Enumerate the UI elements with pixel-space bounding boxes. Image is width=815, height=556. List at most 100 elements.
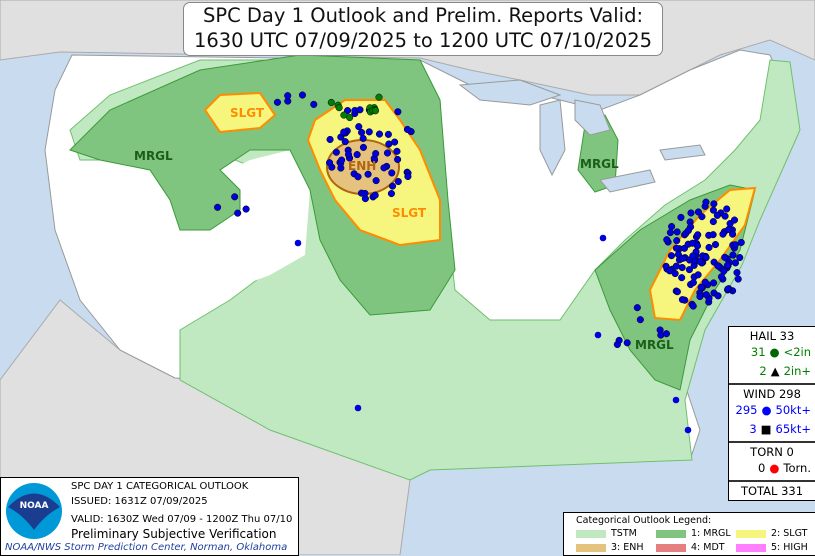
report-marker xyxy=(725,225,733,233)
report-marker xyxy=(372,150,380,158)
issued-time: ISSUED: 1631Z 07/09/2025 xyxy=(71,496,208,507)
white-nw-gap xyxy=(180,150,310,290)
report-marker xyxy=(355,123,363,131)
report-marker xyxy=(723,205,731,213)
report-marker xyxy=(636,316,644,324)
report-marker xyxy=(326,135,334,144)
map-title: SPC Day 1 Outlook and Prelim. Reports Va… xyxy=(183,2,663,56)
report-marker xyxy=(696,292,704,301)
report-marker xyxy=(335,104,343,112)
report-marker xyxy=(388,182,397,190)
report-marker xyxy=(684,426,692,434)
report-marker xyxy=(371,191,379,199)
total-reports: TOTAL 331 xyxy=(740,484,804,498)
report-marker xyxy=(623,339,631,347)
hail-header: HAIL 33 xyxy=(749,329,795,343)
report-marker xyxy=(673,288,681,296)
report-marker xyxy=(353,151,361,159)
report-marker xyxy=(354,404,362,412)
report-marker xyxy=(721,212,729,220)
report-marker xyxy=(672,396,680,404)
wind-section: WIND 298 295 ● 50kt+ 3 ■ 65kt+ xyxy=(729,385,815,443)
report-marker xyxy=(394,155,402,164)
report-marker xyxy=(731,259,740,267)
report-marker xyxy=(391,138,399,146)
triangle-icon: ▲ xyxy=(770,364,780,378)
report-stats: HAIL 33 31 ● <2in 2 ▲ 2in+ WIND 298 295 ● 50kt… xyxy=(728,326,815,501)
report-marker xyxy=(677,213,685,221)
report-marker xyxy=(338,156,346,164)
report-marker xyxy=(673,228,681,236)
report-marker xyxy=(361,195,369,203)
report-marker xyxy=(273,98,282,106)
report-marker xyxy=(384,130,392,138)
report-marker xyxy=(698,213,706,221)
report-marker xyxy=(294,239,302,247)
report-marker xyxy=(724,285,732,293)
report-marker xyxy=(383,149,392,157)
label-mrgl-nw: MRGL xyxy=(134,149,173,163)
report-marker xyxy=(684,226,692,235)
report-marker xyxy=(387,190,395,198)
report-marker xyxy=(663,236,671,244)
valid-time: VALID: 1630Z Wed 07/09 - 1200Z Thu 07/10 xyxy=(71,514,293,525)
report-marker xyxy=(310,100,318,108)
report-marker xyxy=(214,203,222,211)
report-marker xyxy=(729,230,737,238)
report-marker xyxy=(734,275,742,283)
report-marker xyxy=(393,147,401,155)
report-marker xyxy=(594,331,602,339)
report-marker xyxy=(332,148,340,156)
report-marker xyxy=(284,92,292,100)
report-marker xyxy=(372,177,380,185)
report-marker xyxy=(380,164,388,172)
report-marker xyxy=(701,278,709,286)
report-marker xyxy=(365,128,373,136)
report-marker xyxy=(671,269,679,278)
report-marker xyxy=(394,108,402,116)
credit-line: NOAA/NWS Storm Prediction Center, Norman… xyxy=(5,542,288,553)
report-marker xyxy=(717,273,725,281)
report-marker xyxy=(678,296,686,304)
report-marker xyxy=(711,240,720,249)
report-marker xyxy=(356,106,364,114)
report-marker xyxy=(613,340,621,349)
legend-slgt: 2: SLGT xyxy=(736,528,807,539)
legend-mdt: 4: MDT xyxy=(656,542,725,553)
legend-high: 5: HIGH xyxy=(736,542,808,553)
report-marker xyxy=(375,130,384,138)
legend-title: Categorical Outlook Legend: xyxy=(576,515,712,526)
blue-dot-icon: ● xyxy=(761,403,772,417)
report-marker xyxy=(689,252,697,260)
report-marker xyxy=(242,205,250,213)
label-slgt-central: SLGT xyxy=(392,206,427,220)
report-marker xyxy=(666,229,674,237)
report-marker xyxy=(668,222,676,231)
noaa-logo: NOAA xyxy=(6,483,62,539)
report-marker xyxy=(688,239,697,247)
report-marker xyxy=(710,279,718,287)
report-marker xyxy=(388,169,396,177)
report-marker xyxy=(667,252,676,260)
outlook-name: SPC DAY 1 CATEGORICAL OUTLOOK xyxy=(71,481,249,492)
report-marker xyxy=(672,262,680,270)
report-marker xyxy=(354,173,362,181)
report-marker xyxy=(730,216,739,224)
report-marker xyxy=(341,138,349,146)
report-marker xyxy=(689,279,697,287)
report-marker xyxy=(231,193,239,201)
report-marker xyxy=(359,134,367,142)
red-dot-icon: ● xyxy=(769,461,780,475)
label-enh: ENH xyxy=(348,159,376,173)
wind-header: WIND 298 xyxy=(743,387,801,401)
label-mrgl-se: MRGL xyxy=(635,338,674,352)
report-marker xyxy=(714,262,722,270)
torn-section: TORN 0 0 ● Torn. xyxy=(729,443,815,482)
label-mrgl-mi: MRGL xyxy=(580,157,619,171)
title-line-2: 1630 UTC 07/09/2025 to 1200 UTC 07/10/20… xyxy=(193,29,653,52)
report-marker xyxy=(340,111,348,119)
svg-text:NOAA: NOAA xyxy=(20,501,49,511)
report-marker xyxy=(234,209,242,217)
report-marker xyxy=(702,291,710,299)
report-marker xyxy=(737,238,745,247)
